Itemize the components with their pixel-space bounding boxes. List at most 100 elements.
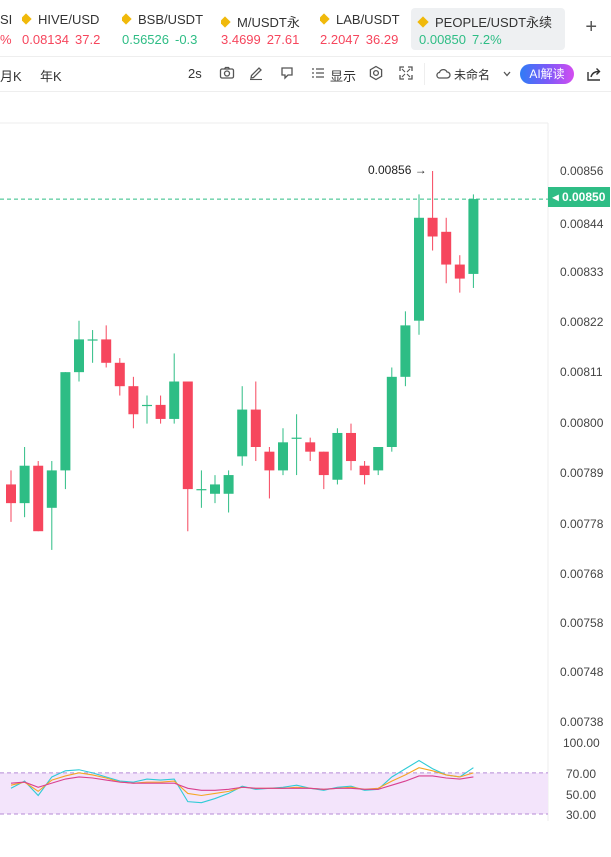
- candle[interactable]: [210, 475, 220, 504]
- candle[interactable]: [128, 376, 139, 429]
- list-icon[interactable]: [310, 65, 326, 81]
- candle-body: [250, 409, 261, 447]
- candle[interactable]: [427, 171, 438, 251]
- candle-body: [468, 199, 479, 274]
- price-axis-label: 0.00833: [560, 265, 604, 279]
- price-axis-label: 0.00738: [560, 715, 604, 729]
- display-menu[interactable]: 显示: [330, 69, 357, 84]
- candle[interactable]: [142, 395, 152, 424]
- candle[interactable]: [264, 447, 275, 499]
- candle-body: [318, 451, 329, 476]
- price-axis-label: 0.00844: [560, 217, 604, 231]
- candle-body: [305, 442, 316, 452]
- indicator-line: [10, 759, 474, 804]
- ticker-tab[interactable]: BSB/USDT 0.56526 -0.3: [122, 12, 204, 47]
- candle-body: [332, 432, 343, 480]
- indicator-axis-label: 50.00: [566, 788, 597, 802]
- indicator-axis-label: 100.00: [563, 736, 600, 750]
- candle[interactable]: [454, 255, 465, 293]
- candle[interactable]: [373, 447, 384, 476]
- candle[interactable]: [114, 358, 125, 396]
- candle[interactable]: [237, 386, 248, 466]
- candle[interactable]: [291, 414, 302, 476]
- candle[interactable]: [318, 451, 329, 490]
- add-tab-icon[interactable]: +: [585, 16, 597, 38]
- candle[interactable]: [414, 194, 424, 335]
- candle[interactable]: [346, 423, 356, 471]
- gear-icon[interactable]: [368, 65, 384, 81]
- candle-body: [196, 489, 207, 491]
- pencil-icon[interactable]: [248, 65, 264, 81]
- candle[interactable]: [278, 428, 288, 476]
- candle[interactable]: [33, 461, 44, 532]
- candle-body: [19, 465, 30, 504]
- fullscreen-icon[interactable]: [398, 65, 414, 81]
- candle-body: [414, 217, 424, 321]
- chevron-down-icon: [503, 71, 511, 77]
- candle[interactable]: [386, 367, 397, 452]
- price-axis-label: 0.00778: [560, 517, 604, 531]
- candle[interactable]: [332, 428, 343, 485]
- interval-month[interactable]: 月K: [0, 69, 22, 84]
- candle[interactable]: [169, 353, 180, 424]
- candle[interactable]: [87, 330, 98, 363]
- candle[interactable]: [441, 217, 452, 284]
- candle-body: [291, 437, 302, 439]
- candle[interactable]: [182, 381, 193, 532]
- candle[interactable]: [359, 461, 370, 485]
- price-axis-label: 0.00768: [560, 567, 604, 581]
- ai-interpret-button[interactable]: AI解读: [520, 64, 574, 84]
- price-axis-label: 0.00758: [560, 616, 604, 630]
- candle-body: [182, 381, 193, 490]
- candle-body: [454, 264, 465, 279]
- candle-body: [237, 409, 248, 457]
- ticker-tab[interactable]: LAB/USDT 2.2047 36.29: [320, 12, 400, 47]
- candle-body: [6, 484, 16, 504]
- ticker-tab[interactable]: HIVE/USD 0.08134 37.2: [22, 12, 101, 47]
- price-axis-label: 0.00856: [560, 164, 604, 178]
- candle[interactable]: [250, 381, 261, 462]
- candle[interactable]: [400, 311, 411, 387]
- price-axis-label: 0.00800: [560, 416, 604, 430]
- candle-body: [142, 404, 152, 407]
- candle[interactable]: [155, 395, 166, 424]
- interval-selector[interactable]: 2s: [188, 66, 202, 81]
- candle[interactable]: [223, 470, 234, 513]
- candle-body: [87, 339, 98, 341]
- candle-body: [114, 362, 125, 387]
- candle[interactable]: [6, 470, 16, 522]
- ticker-tab[interactable]: M/USDT永 3.4699 27.61: [221, 15, 300, 47]
- candle[interactable]: [46, 461, 57, 550]
- price-axis-label: 0.00789: [560, 466, 604, 480]
- ticker-tab-active[interactable]: PEOPLE/USDT永续 0.00850 7.2%: [411, 8, 565, 50]
- layout-selector[interactable]: 未命名: [424, 63, 513, 85]
- candle-body: [346, 432, 356, 462]
- candle-body: [359, 465, 370, 476]
- candle-body: [386, 376, 397, 447]
- indicator-axis-label: 70.00: [566, 767, 597, 781]
- indicator-icon[interactable]: [279, 65, 295, 81]
- interval-year[interactable]: 年K: [40, 69, 62, 84]
- candle-body: [33, 465, 44, 532]
- candle[interactable]: [60, 372, 71, 490]
- candle-body: [441, 231, 452, 265]
- indicator-band: [0, 772, 548, 814]
- ticker-tab[interactable]: SI %: [0, 12, 13, 47]
- candle[interactable]: [74, 320, 84, 382]
- camera-icon[interactable]: [219, 65, 235, 81]
- indicator-line: [10, 775, 474, 791]
- candle-body: [60, 372, 71, 471]
- share-icon[interactable]: [586, 66, 602, 82]
- candle-body: [46, 470, 57, 508]
- candle-body: [264, 451, 275, 471]
- candle-body: [400, 325, 411, 377]
- candle[interactable]: [196, 470, 207, 508]
- candle[interactable]: [101, 325, 112, 368]
- cloud-icon: [436, 68, 451, 79]
- candle-body: [169, 381, 180, 419]
- candle-body: [128, 386, 139, 415]
- candle[interactable]: [19, 447, 30, 518]
- candle[interactable]: [468, 194, 479, 288]
- candle[interactable]: [305, 437, 316, 462]
